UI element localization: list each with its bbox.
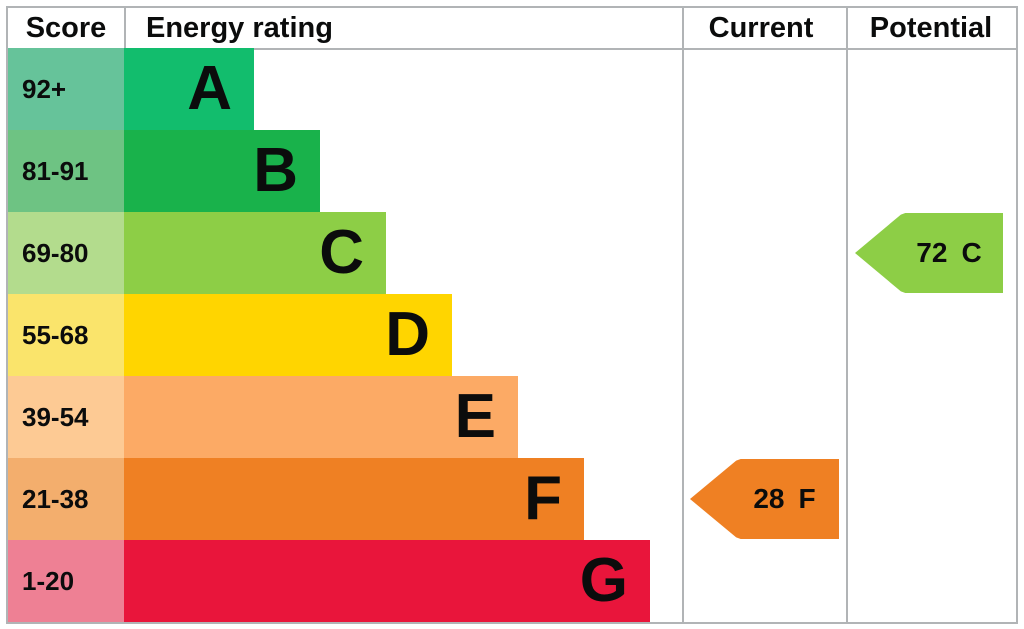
- band-letter-g: G: [579, 546, 628, 615]
- rating-bar-g: G: [124, 540, 650, 622]
- band-row-f: 21-38 F: [8, 458, 584, 540]
- rating-bar-d: D: [124, 294, 452, 376]
- current-rating-score: 28: [753, 483, 785, 514]
- rating-bar-b: B: [124, 130, 320, 212]
- potential-rating-arrow: 72 C: [855, 213, 1003, 293]
- band-letter-d: D: [385, 300, 430, 369]
- rating-bar-e: E: [124, 376, 518, 458]
- score-range-d: 55-68: [8, 294, 124, 376]
- score-range-g: 1-20: [8, 540, 124, 622]
- band-row-b: 81-91 B: [8, 130, 320, 212]
- band-letter-a: A: [187, 54, 232, 123]
- current-rating-arrow: 28 F: [690, 459, 839, 539]
- band-row-e: 39-54 E: [8, 376, 518, 458]
- band-row-c: 69-80 C: [8, 212, 386, 294]
- potential-rating-label: 72 C: [916, 239, 981, 267]
- band-row-a: 92+ A: [8, 48, 254, 130]
- score-column-divider: [124, 8, 126, 48]
- current-column-header: Current: [708, 11, 814, 44]
- current-column-divider: [682, 8, 684, 622]
- current-rating-band: F: [798, 483, 816, 514]
- rating-bar-f: F: [124, 458, 584, 540]
- score-column-header: Score: [25, 11, 107, 44]
- band-letter-e: E: [454, 382, 496, 451]
- score-range-b: 81-91: [8, 130, 124, 212]
- potential-rating-score: 72: [916, 237, 948, 268]
- band-letter-c: C: [319, 218, 364, 287]
- potential-column-divider: [846, 8, 848, 622]
- potential-rating-band: C: [961, 237, 982, 268]
- band-row-d: 55-68 D: [8, 294, 452, 376]
- score-range-c: 69-80: [8, 212, 124, 294]
- band-letter-b: B: [253, 136, 298, 205]
- score-range-e: 39-54: [8, 376, 124, 458]
- table-header: Score Energy rating Current Potential: [8, 8, 1016, 50]
- potential-column-header: Potential: [869, 11, 993, 44]
- energy-rating-column-header: Energy rating: [146, 11, 333, 44]
- current-rating-label: 28 F: [753, 485, 815, 513]
- rating-bar-c: C: [124, 212, 386, 294]
- score-range-a: 92+: [8, 48, 124, 130]
- score-range-f: 21-38: [8, 458, 124, 540]
- band-letter-f: F: [524, 464, 562, 533]
- rating-bar-a: A: [124, 48, 254, 130]
- band-row-g: 1-20 G: [8, 540, 650, 622]
- epc-rating-chart: Score Energy rating Current Potential 92…: [6, 6, 1018, 624]
